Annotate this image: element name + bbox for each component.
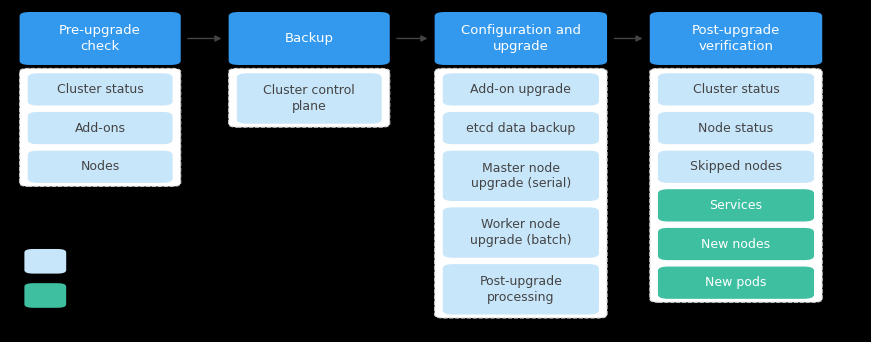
FancyBboxPatch shape xyxy=(28,113,172,144)
FancyBboxPatch shape xyxy=(28,74,172,105)
Text: Node status: Node status xyxy=(699,121,773,135)
FancyBboxPatch shape xyxy=(658,190,814,221)
FancyBboxPatch shape xyxy=(435,68,607,318)
FancyBboxPatch shape xyxy=(228,68,389,127)
Text: Skipped nodes: Skipped nodes xyxy=(690,160,782,173)
Text: Cluster status: Cluster status xyxy=(57,83,144,96)
Text: Backup: Backup xyxy=(285,32,334,45)
FancyBboxPatch shape xyxy=(435,12,607,65)
Text: Post-upgrade
verification: Post-upgrade verification xyxy=(692,24,780,53)
FancyBboxPatch shape xyxy=(658,151,814,182)
FancyBboxPatch shape xyxy=(24,283,66,308)
FancyBboxPatch shape xyxy=(650,12,822,65)
Text: Post-upgrade
processing: Post-upgrade processing xyxy=(479,275,563,304)
Text: Pre-upgrade
check: Pre-upgrade check xyxy=(59,24,141,53)
Text: Cluster status: Cluster status xyxy=(692,83,780,96)
FancyBboxPatch shape xyxy=(658,267,814,298)
Text: New nodes: New nodes xyxy=(701,237,771,251)
FancyBboxPatch shape xyxy=(19,12,181,65)
FancyBboxPatch shape xyxy=(650,68,822,302)
FancyBboxPatch shape xyxy=(20,68,181,186)
Text: Cluster control
plane: Cluster control plane xyxy=(263,84,355,113)
FancyBboxPatch shape xyxy=(237,74,381,123)
Text: Services: Services xyxy=(710,199,762,212)
Text: Add-on upgrade: Add-on upgrade xyxy=(470,83,571,96)
Text: Nodes: Nodes xyxy=(80,160,120,173)
Text: etcd data backup: etcd data backup xyxy=(466,121,576,135)
FancyBboxPatch shape xyxy=(28,151,172,182)
Text: Worker node
upgrade (batch): Worker node upgrade (batch) xyxy=(470,218,571,247)
FancyBboxPatch shape xyxy=(443,113,598,144)
Text: New pods: New pods xyxy=(706,276,766,289)
Text: Add-ons: Add-ons xyxy=(75,121,125,135)
FancyBboxPatch shape xyxy=(24,249,66,274)
FancyBboxPatch shape xyxy=(658,113,814,144)
FancyBboxPatch shape xyxy=(228,12,389,65)
FancyBboxPatch shape xyxy=(443,151,598,200)
FancyBboxPatch shape xyxy=(658,74,814,105)
Text: Master node
upgrade (serial): Master node upgrade (serial) xyxy=(470,161,571,190)
Text: Configuration and
upgrade: Configuration and upgrade xyxy=(461,24,581,53)
FancyBboxPatch shape xyxy=(443,265,598,314)
FancyBboxPatch shape xyxy=(443,74,598,105)
FancyBboxPatch shape xyxy=(443,208,598,257)
FancyBboxPatch shape xyxy=(658,228,814,260)
